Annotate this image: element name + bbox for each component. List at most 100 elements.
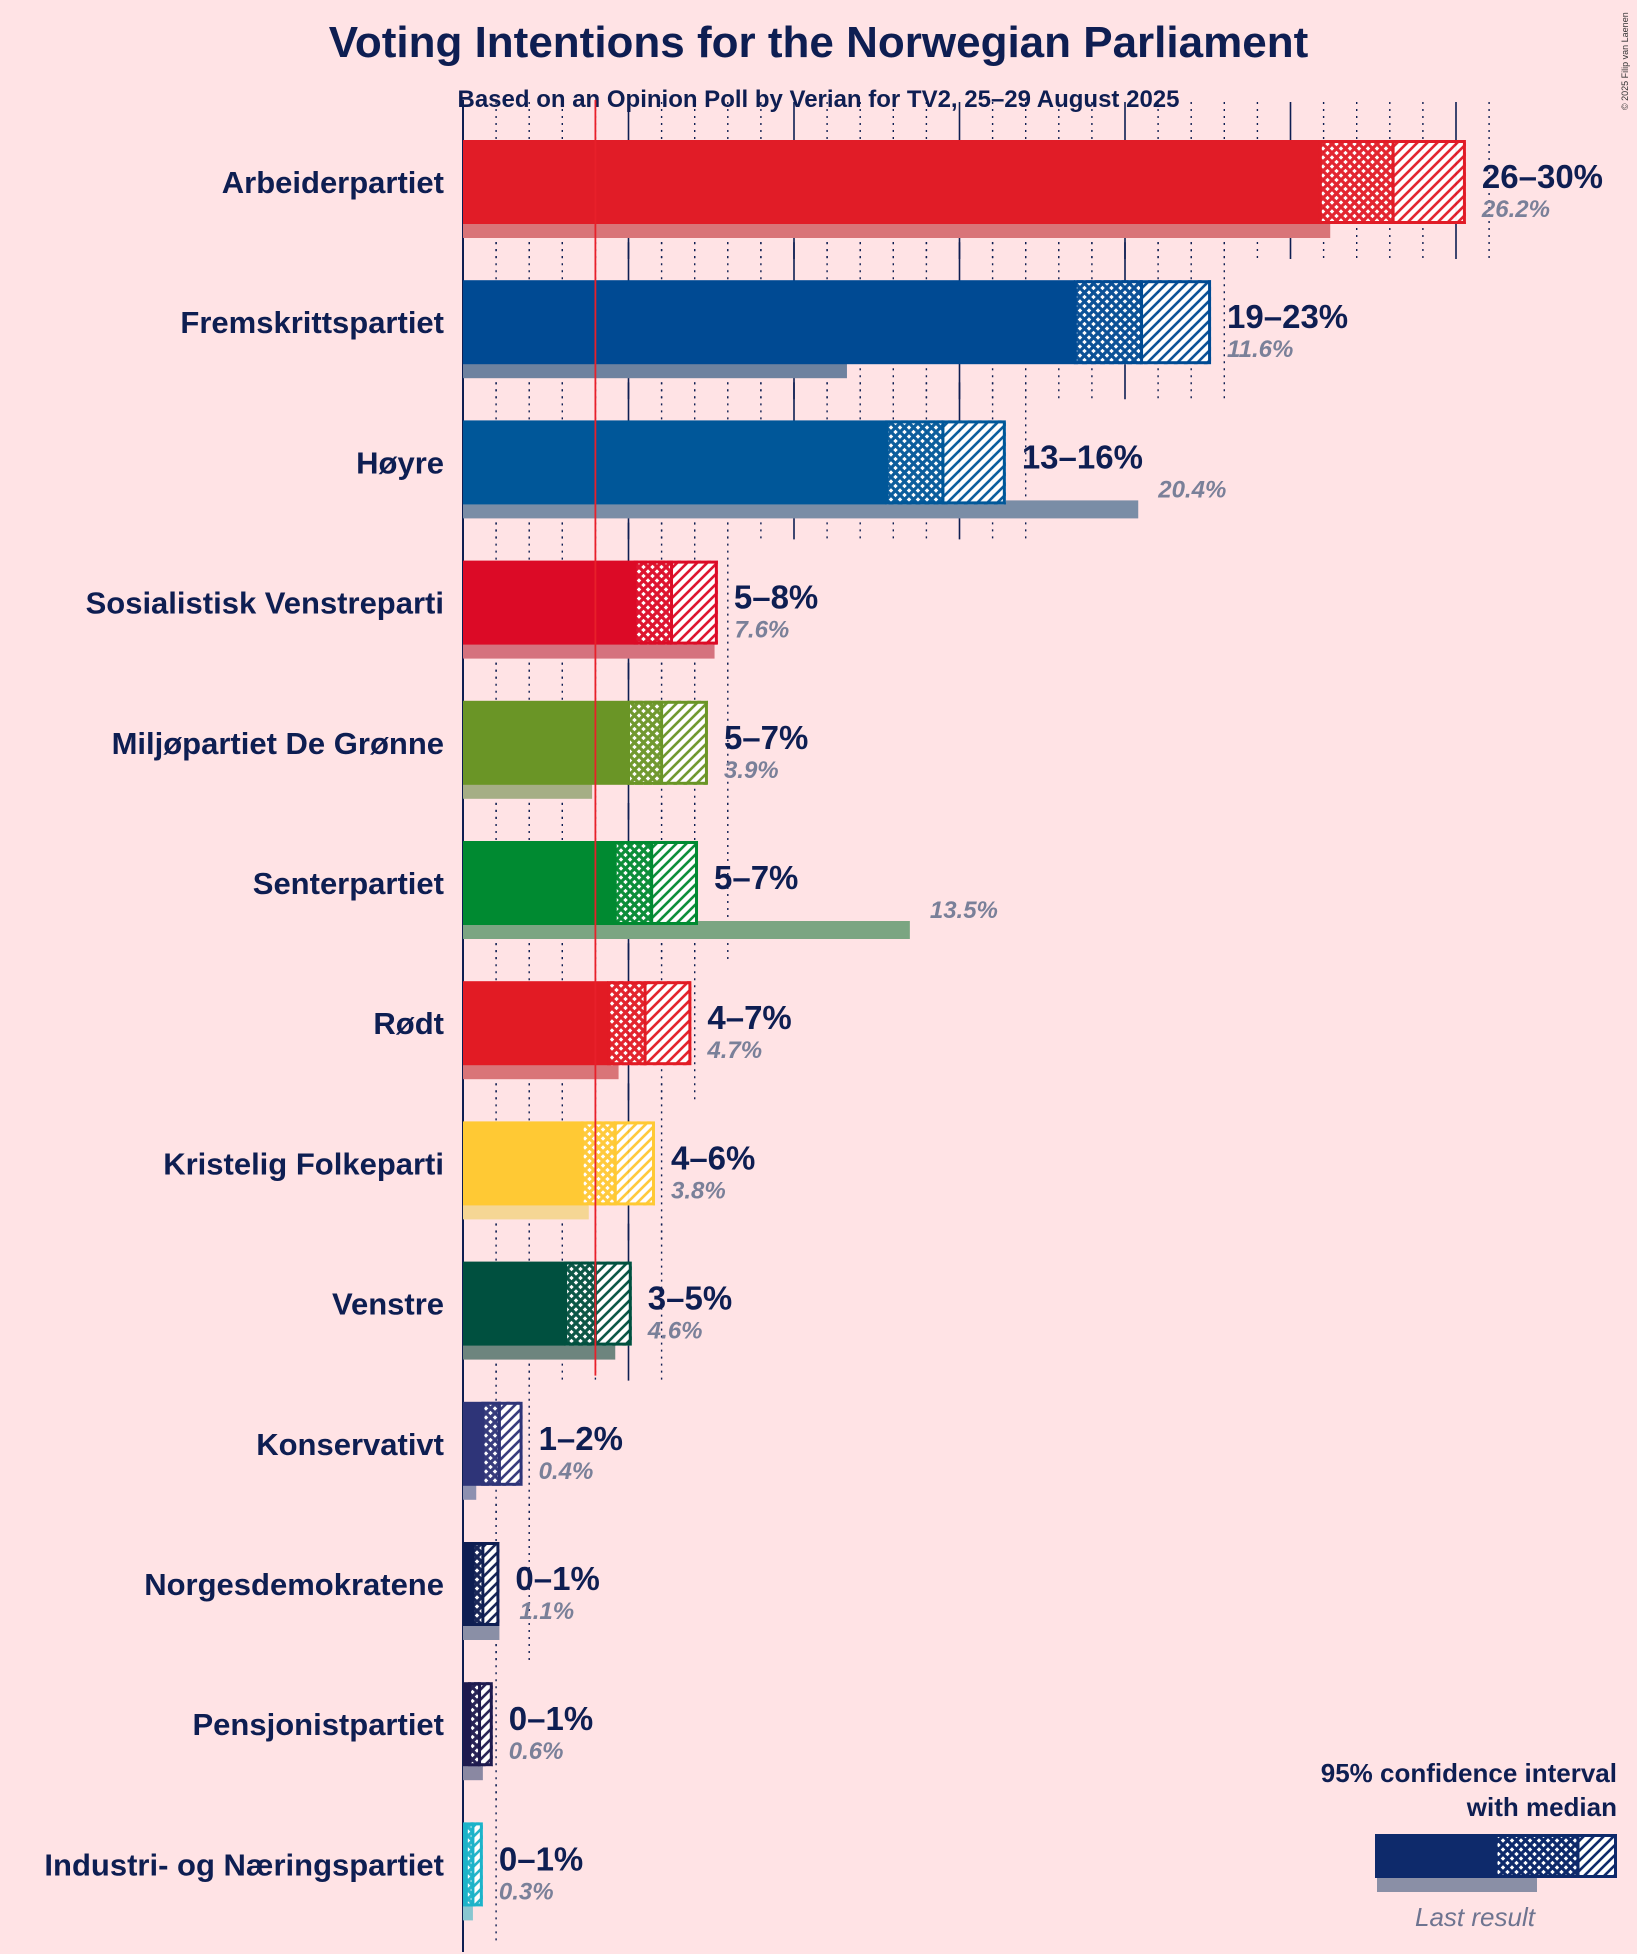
party-label: Sosialistisk Venstreparti	[86, 586, 444, 621]
last-result-bar	[463, 780, 593, 799]
last-result-bar	[463, 1341, 616, 1360]
last-result-label: 3.8%	[671, 1177, 726, 1204]
last-result-bar	[463, 360, 847, 379]
last-result-bar	[463, 640, 715, 659]
party-label: Norgesdemokratene	[144, 1567, 444, 1602]
bar-solid	[463, 280, 1076, 365]
legend: 95% confidence interval with median Last…	[1321, 1758, 1617, 1932]
bar-ci-lower	[469, 1682, 480, 1767]
legend-solid-bar	[1375, 1834, 1496, 1878]
range-label: 13–16%	[1022, 438, 1143, 475]
last-result-bar	[463, 500, 1139, 519]
range-label: 0–1%	[515, 1560, 599, 1597]
party-label: Venstre	[332, 1287, 444, 1322]
bar-ci-outline	[627, 700, 708, 785]
bar-solid	[463, 1261, 566, 1346]
party-label: Fremskrittspartiet	[180, 305, 444, 340]
range-label: 19–23%	[1227, 298, 1348, 335]
bar-ci-upper	[472, 1822, 483, 1907]
bar-ci-upper	[1141, 280, 1212, 365]
range-label: 3–5%	[648, 1280, 732, 1317]
party-label: Kristelig Folkeparti	[163, 1146, 444, 1181]
party-label: Miljøpartiet De Grønne	[112, 726, 444, 761]
bar-ci-upper	[615, 1121, 655, 1206]
range-label: 0–1%	[499, 1840, 583, 1877]
bar-ci-lower	[1075, 280, 1142, 365]
bar-solid	[463, 560, 636, 645]
legend-ci-lower	[1496, 1834, 1578, 1878]
bar-ci-outline	[471, 1542, 500, 1626]
last-result-label: 11.6%	[1227, 336, 1293, 363]
legend-ci-outline	[1494, 1834, 1617, 1878]
bar-ci-lower	[565, 1261, 596, 1346]
last-result-label: 3.9%	[724, 757, 779, 784]
last-result-label: 13.5%	[930, 897, 998, 924]
range-label: 26–30%	[1482, 158, 1603, 195]
bar-ci-lower	[1320, 140, 1394, 224]
last-result-bar	[463, 1762, 483, 1781]
range-label: 4–7%	[707, 999, 791, 1036]
bar-solid	[463, 140, 1321, 224]
range-label: 4–6%	[671, 1139, 755, 1176]
bar-ci-outline	[481, 1401, 523, 1486]
bar-ci-lower	[635, 560, 672, 645]
bar-ci-upper	[645, 981, 692, 1066]
bar-ci-lower	[615, 841, 652, 925]
last-result-bar	[463, 1622, 500, 1640]
last-result-bar	[463, 1481, 477, 1500]
last-result-label: 26.2%	[1481, 196, 1550, 223]
bar-ci-lower	[608, 981, 646, 1066]
party-label: Konservativt	[256, 1427, 444, 1462]
legend-title-line1: 95% confidence interval	[1321, 1758, 1617, 1788]
range-label: 5–7%	[714, 859, 798, 896]
last-result-label: 0.4%	[539, 1458, 594, 1485]
last-result-label: 0.6%	[509, 1738, 564, 1765]
bar-ci-lower	[472, 1542, 483, 1626]
bar-solid	[463, 1822, 467, 1907]
bar-ci-upper	[479, 1682, 493, 1767]
bar-solid	[463, 700, 629, 785]
bars: Arbeiderpartiet 26–30%26.2% Fremskrittspar…	[44, 100, 1603, 1921]
legend-title-line2: with median	[1466, 1792, 1617, 1822]
bar-ci-lower	[582, 1121, 616, 1206]
last-result-label: 1.1%	[519, 1598, 574, 1625]
bar-solid	[463, 420, 887, 505]
legend-ci-upper	[1578, 1834, 1617, 1878]
last-result-label: 4.7%	[706, 1037, 762, 1064]
party-label: Rødt	[373, 1006, 444, 1041]
last-result-bar	[463, 220, 1331, 238]
last-result-bar	[463, 1902, 473, 1921]
range-label: 5–8%	[734, 579, 818, 616]
party-label: Industri- og Næringspartiet	[44, 1847, 444, 1882]
bar-ci-upper	[651, 841, 699, 925]
range-label: 1–2%	[539, 1420, 623, 1457]
bar-ci-outline	[580, 1121, 655, 1206]
bar-ci-upper	[499, 1401, 523, 1486]
bar-solid	[463, 1542, 473, 1626]
last-result-label: 20.4%	[1157, 476, 1226, 503]
bar-ci-upper	[942, 420, 1006, 505]
last-result-label: 7.6%	[735, 617, 790, 644]
party-label: Arbeiderpartiet	[222, 165, 444, 200]
bar-solid	[463, 841, 616, 925]
last-result-label: 0.3%	[499, 1878, 554, 1905]
bar-solid	[463, 981, 609, 1066]
party-label: Senterpartiet	[253, 866, 444, 901]
bar-solid	[463, 1401, 483, 1486]
chart-subtitle: Based on an Opinion Poll by Verian for T…	[457, 86, 1180, 113]
bar-ci-upper	[595, 1261, 632, 1346]
bar-ci-upper	[482, 1542, 500, 1626]
bar-ci-lower	[482, 1401, 500, 1486]
chart-title: Voting Intentions for the Norwegian Parl…	[328, 18, 1309, 67]
bar-ci-outline	[564, 1261, 632, 1346]
party-label: Høyre	[356, 445, 444, 480]
bar-ci-upper	[671, 560, 718, 645]
last-result-bar	[463, 921, 910, 939]
range-label: 5–7%	[724, 719, 808, 756]
bar-ci-outline	[613, 841, 699, 925]
bar-solid	[463, 1682, 470, 1767]
bar-ci-upper	[1393, 140, 1466, 224]
bar-solid	[463, 1121, 583, 1206]
bar-ci-lower	[628, 700, 662, 785]
